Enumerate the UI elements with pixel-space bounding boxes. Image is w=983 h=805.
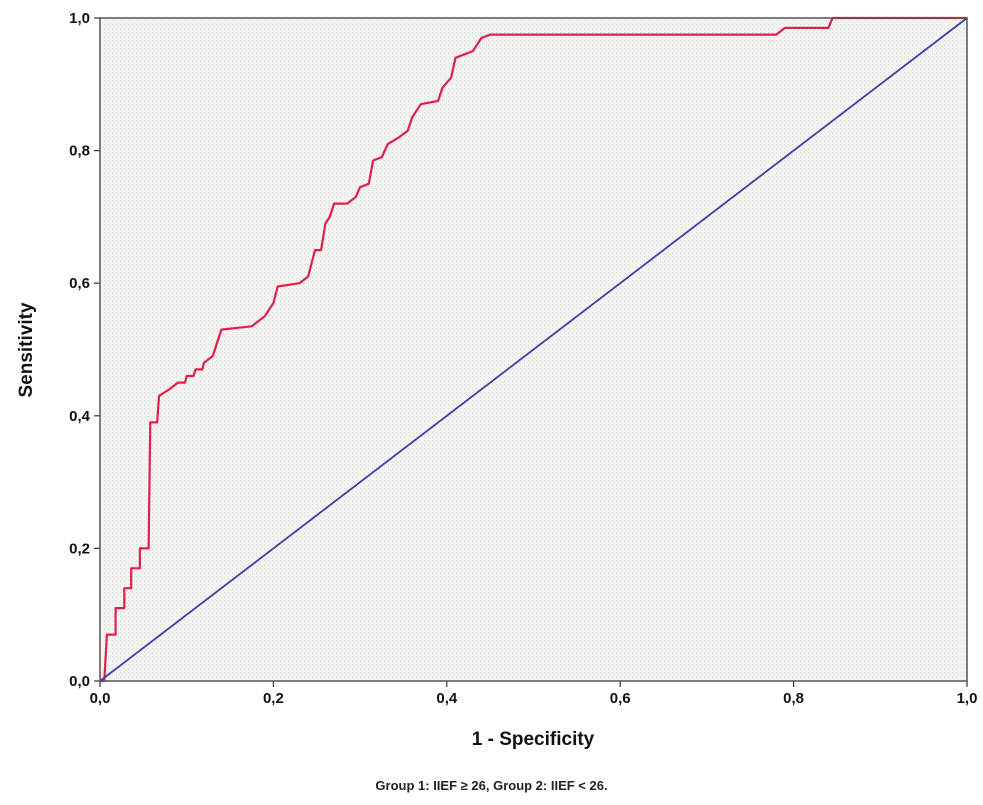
reference-diagonal-line bbox=[99, 17, 968, 682]
y-tick-label: 0,4 bbox=[69, 408, 91, 425]
x-tick-label: 1,0 bbox=[957, 690, 978, 707]
y-axis-ticks: 0,0 0,2 0,4 0,6 0,8 1,0 bbox=[69, 10, 100, 690]
y-tick-label: 1,0 bbox=[69, 10, 90, 27]
y-tick-label: 0,0 bbox=[69, 673, 90, 690]
x-tick-label: 0,2 bbox=[263, 690, 284, 707]
y-tick-label: 0,8 bbox=[69, 143, 90, 160]
x-axis-label: 1 - Specificity bbox=[472, 729, 595, 750]
plot-frame bbox=[99, 17, 968, 682]
roc-curve-line bbox=[100, 16, 967, 683]
roc-chart-svg: 0,0 0,2 0,4 0,6 0,8 1,0 0,0 0,2 0,4 0,6 0,8 1,0 1 … bbox=[16, 10, 978, 750]
x-tick-label: 0,4 bbox=[436, 690, 458, 707]
x-tick-label: 0,0 bbox=[90, 690, 111, 707]
figure-caption: Group 1: IIEF ≥ 26, Group 2: IIEF < 26. bbox=[375, 778, 608, 793]
y-axis-label: Sensitivity bbox=[16, 302, 37, 397]
y-tick-label: 0,6 bbox=[69, 275, 90, 292]
x-axis-ticks: 0,0 0,2 0,4 0,6 0,8 1,0 bbox=[90, 681, 978, 707]
series-layer bbox=[99, 16, 968, 683]
x-tick-label: 0,6 bbox=[610, 690, 631, 707]
y-tick-label: 0,2 bbox=[69, 540, 90, 557]
x-tick-label: 0,8 bbox=[783, 690, 804, 707]
